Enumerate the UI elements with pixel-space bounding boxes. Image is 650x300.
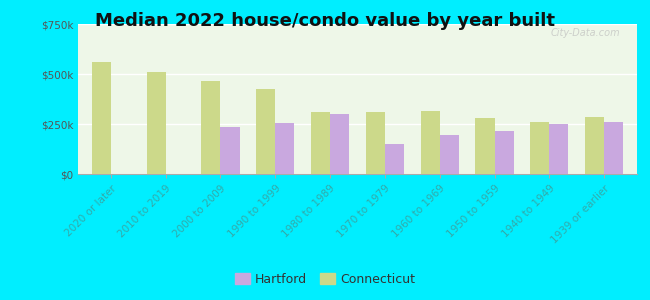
Text: City-Data.com: City-Data.com [551, 28, 620, 38]
Bar [585, 117, 604, 174]
Bar [604, 122, 623, 174]
Text: 1970 to 1979: 1970 to 1979 [335, 183, 392, 239]
Bar [385, 144, 404, 174]
Text: Median 2022 house/condo value by year built: Median 2022 house/condo value by year bu… [95, 12, 555, 30]
Text: 1939 or earlier: 1939 or earlier [549, 183, 611, 245]
Bar [92, 62, 111, 174]
Bar [220, 127, 240, 174]
Bar [202, 81, 220, 174]
Text: 2010 to 2019: 2010 to 2019 [116, 183, 173, 239]
Bar [475, 118, 495, 174]
Bar [311, 112, 330, 174]
Bar [366, 112, 385, 174]
Bar [495, 131, 514, 174]
Legend: Hartford, Connecticut: Hartford, Connecticut [230, 268, 420, 291]
Text: 2000 to 2009: 2000 to 2009 [172, 183, 227, 239]
Bar [530, 122, 549, 174]
Bar [549, 124, 569, 174]
Text: 1950 to 1959: 1950 to 1959 [445, 183, 502, 239]
Text: 1960 to 1969: 1960 to 1969 [390, 183, 447, 239]
Bar [256, 89, 276, 174]
Text: 1990 to 1999: 1990 to 1999 [226, 183, 282, 239]
Bar [146, 72, 166, 174]
Text: 2020 or later: 2020 or later [63, 183, 118, 238]
Text: 1940 to 1949: 1940 to 1949 [500, 183, 556, 239]
Bar [439, 135, 459, 174]
Bar [421, 111, 439, 174]
Bar [276, 123, 294, 174]
Bar [330, 114, 349, 174]
Text: 1980 to 1989: 1980 to 1989 [281, 183, 337, 239]
